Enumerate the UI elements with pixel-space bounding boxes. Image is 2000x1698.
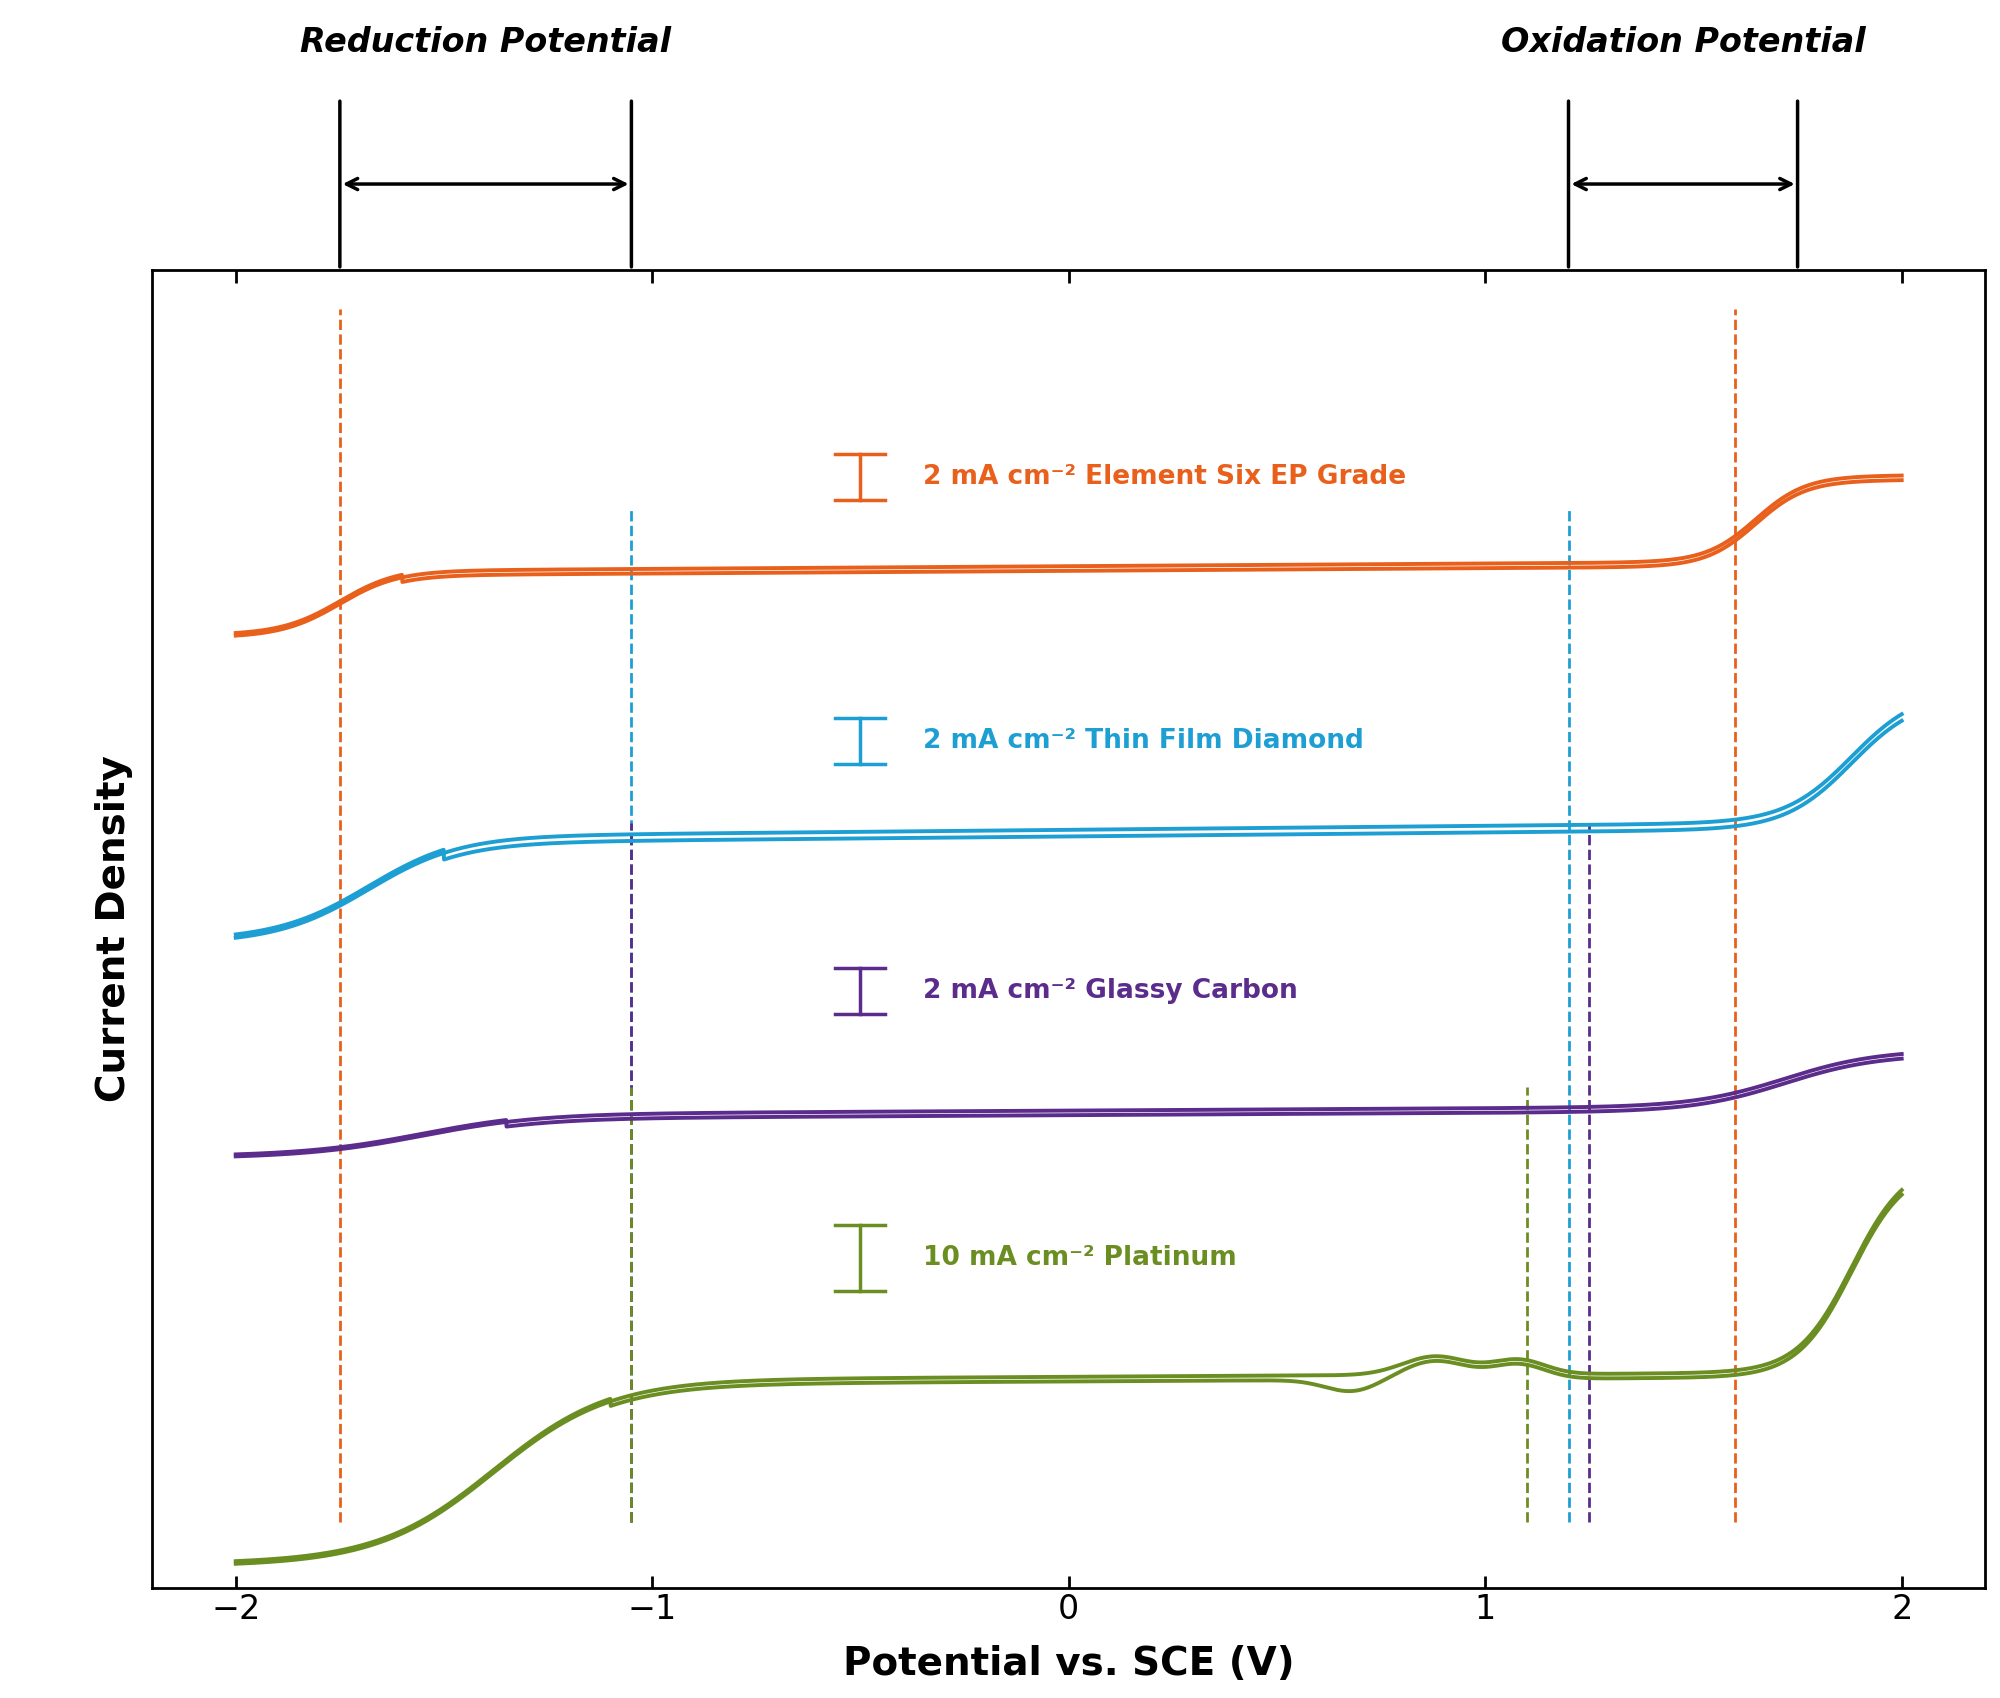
Text: Oxidation Potential: Oxidation Potential bbox=[1500, 25, 1866, 59]
Text: 10 mA cm⁻² Platinum: 10 mA cm⁻² Platinum bbox=[922, 1245, 1236, 1272]
Text: 2 mA cm⁻² Element Six EP Grade: 2 mA cm⁻² Element Six EP Grade bbox=[922, 464, 1406, 491]
Text: Reduction Potential: Reduction Potential bbox=[300, 25, 672, 59]
Y-axis label: Current Density: Current Density bbox=[96, 756, 132, 1102]
X-axis label: Potential vs. SCE (V): Potential vs. SCE (V) bbox=[842, 1645, 1294, 1683]
Text: 2 mA cm⁻² Thin Film Diamond: 2 mA cm⁻² Thin Film Diamond bbox=[922, 728, 1364, 754]
Text: 2 mA cm⁻² Glassy Carbon: 2 mA cm⁻² Glassy Carbon bbox=[922, 978, 1298, 1004]
